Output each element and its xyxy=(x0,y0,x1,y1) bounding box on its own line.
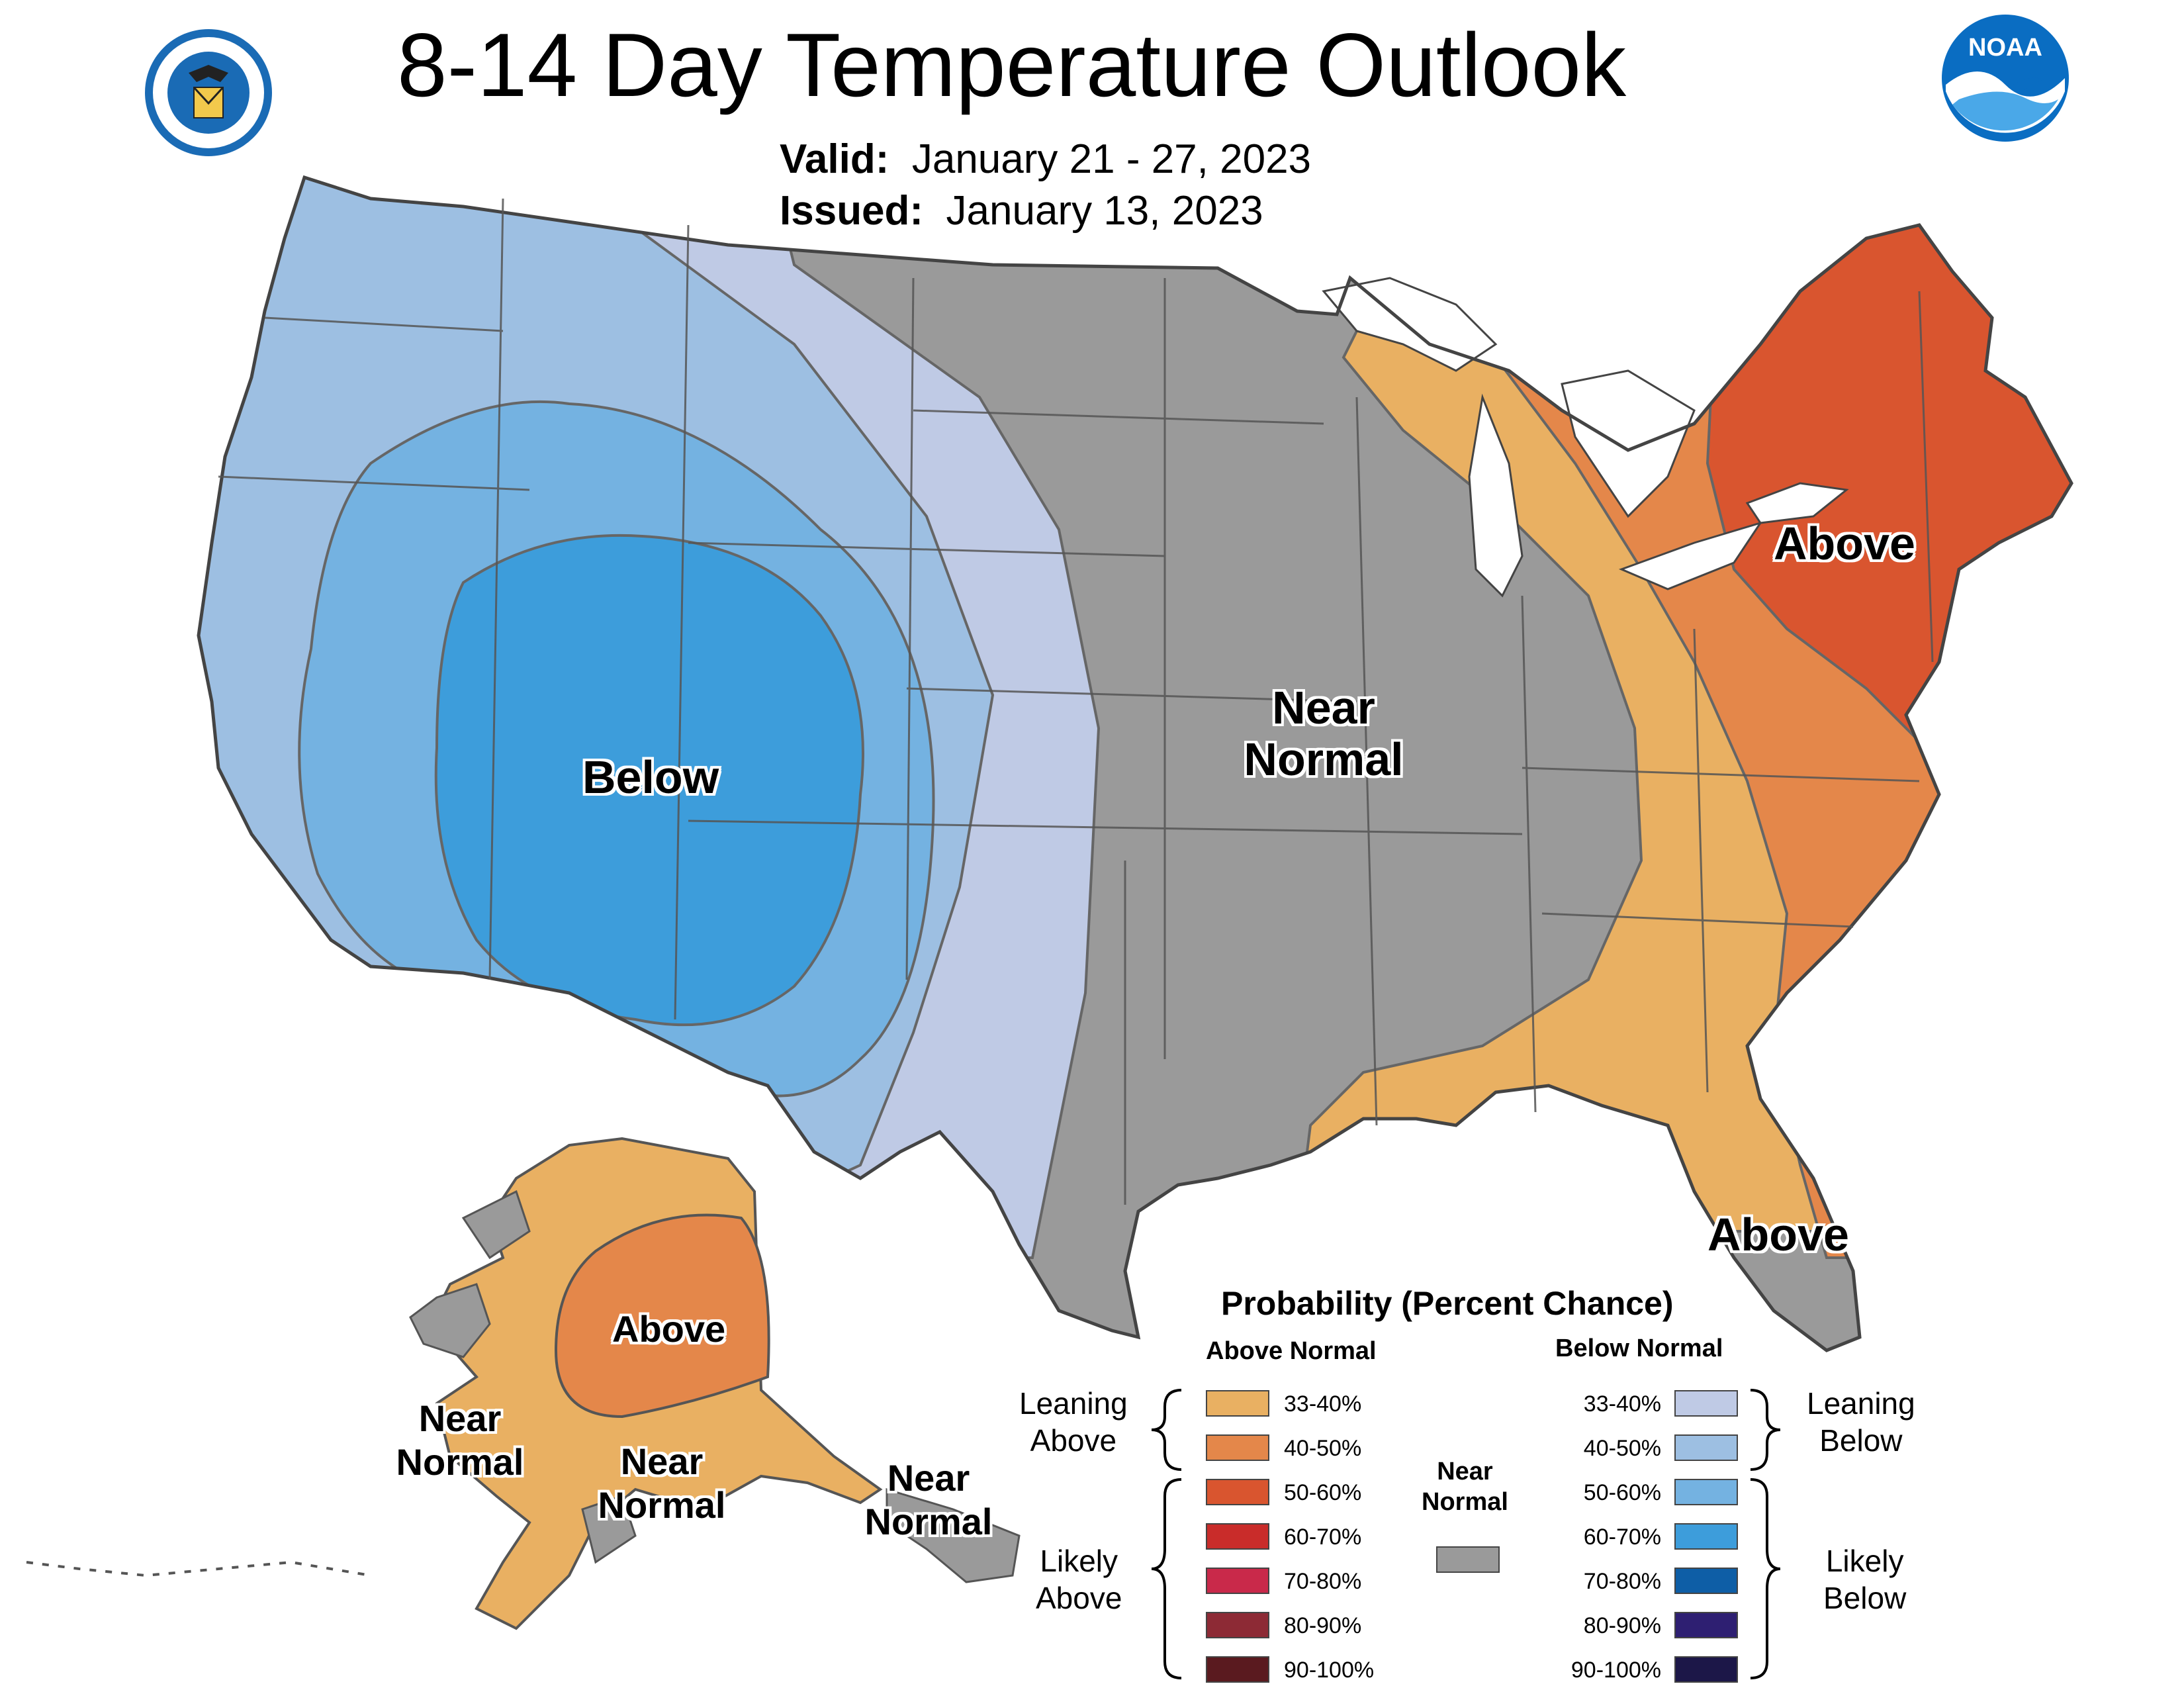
label-alaska-above: Above xyxy=(612,1308,726,1350)
alaska-above-40-50 xyxy=(554,1213,770,1419)
lake-ontario xyxy=(1745,482,1849,524)
label-below: Below xyxy=(582,751,719,803)
valid-label: Valid: xyxy=(780,136,889,182)
label-alaska-near-normal-east: Near Normal xyxy=(859,1456,998,1544)
below-60-70 xyxy=(434,534,864,1027)
label-alaska-near-east-line2: Normal xyxy=(864,1501,993,1542)
legend-leaning-below-line1: Leaning xyxy=(1807,1386,1915,1421)
legend-above-swatch-2 xyxy=(1206,1479,1269,1505)
label-near-normal-line1: Near xyxy=(1272,682,1375,733)
legend-below-label-4: 70-80% xyxy=(1583,1569,1661,1594)
lake-superior xyxy=(1322,277,1498,372)
legend-below-label-2: 50-60% xyxy=(1583,1480,1661,1505)
lake-huron xyxy=(1561,369,1696,518)
legend-below-swatch-4 xyxy=(1674,1568,1738,1594)
legend-above-swatch-3 xyxy=(1206,1523,1269,1550)
legend-below-label-5: 80-90% xyxy=(1583,1613,1661,1638)
legend-leaning-below: Leaning Below xyxy=(1807,1385,1915,1459)
label-alaska-near-west-line2: Normal xyxy=(396,1441,524,1483)
alaska-near-normal-panhandle xyxy=(886,1487,1021,1583)
legend-leaning-above: Leaning Above xyxy=(1019,1385,1128,1459)
legend-below-label-3: 60-70% xyxy=(1583,1524,1661,1550)
alaska-map xyxy=(26,1137,1021,1630)
label-alaska-near-east-line1: Near xyxy=(887,1457,970,1499)
legend-below-label-6: 90-100% xyxy=(1570,1658,1661,1683)
legend-below-swatch-5 xyxy=(1674,1612,1738,1638)
legend-above-swatch-6 xyxy=(1206,1656,1269,1683)
label-alaska-near-south-line2: Normal xyxy=(598,1484,726,1526)
legend-likely-below-line2: Below xyxy=(1823,1581,1907,1615)
issued-date: Issued: January 13, 2023 xyxy=(780,187,1263,236)
label-above-florida: Above xyxy=(1707,1209,1849,1260)
legend-near-line2: Normal xyxy=(1422,1488,1508,1516)
alaska-near-normal-west xyxy=(409,1283,491,1358)
legend-above-swatch-5 xyxy=(1206,1612,1269,1638)
legend-likely-below: Likely Below xyxy=(1823,1542,1906,1617)
legend-leaning-below-line2: Below xyxy=(1819,1423,1903,1458)
legend-near-line1: Near xyxy=(1437,1458,1493,1485)
legend-above-label-2: 50-60% xyxy=(1284,1480,1362,1505)
legend-likely-above: Likely Above xyxy=(1036,1542,1122,1617)
legend-above-label-1: 40-50% xyxy=(1284,1436,1362,1461)
map-title: 8-14 Day Temperature Outlook xyxy=(397,15,1627,115)
lake-michigan xyxy=(1468,393,1524,598)
legend-likely-above-line1: Likely xyxy=(1040,1544,1118,1578)
legend-below-swatch-1 xyxy=(1674,1434,1738,1461)
legend-above-label-4: 70-80% xyxy=(1284,1569,1362,1594)
legend-likely-below-line1: Likely xyxy=(1825,1544,1904,1578)
legend-above-swatch-4 xyxy=(1206,1568,1269,1594)
legend-title: Probability (Percent Chance) xyxy=(1221,1285,1674,1322)
issued-label: Issued: xyxy=(780,188,924,234)
label-alaska-near-normal-south: Near Normal xyxy=(592,1440,731,1527)
legend-above-swatch-1 xyxy=(1206,1434,1269,1461)
label-alaska-near-south-line1: Near xyxy=(620,1440,704,1482)
department-of-commerce-seal xyxy=(145,29,272,156)
legend-below-swatch-6 xyxy=(1674,1656,1738,1683)
legend-above-label-3: 60-70% xyxy=(1284,1524,1362,1550)
legend-below-header: Below Normal xyxy=(1555,1335,1723,1362)
state-boundaries xyxy=(218,198,1934,1205)
valid-value: January 21 - 27, 2023 xyxy=(911,136,1312,182)
label-alaska-near-west-line1: Near xyxy=(418,1397,502,1439)
legend-leaning-above-line1: Leaning xyxy=(1019,1386,1128,1421)
legend-below-swatch-3 xyxy=(1674,1523,1738,1550)
alaska-near-normal-south xyxy=(581,1495,637,1564)
legend-below-swatch-0 xyxy=(1674,1390,1738,1417)
legend-above-label-5: 80-90% xyxy=(1284,1613,1362,1638)
legend-above-label-6: 90-100% xyxy=(1284,1658,1375,1683)
legend-above-label-0: 33-40% xyxy=(1284,1391,1362,1417)
legend-above-header: Above Normal xyxy=(1206,1337,1377,1365)
svg-text:NOAA: NOAA xyxy=(1968,34,2042,62)
label-near-normal-conus: Near Normal xyxy=(1238,682,1410,785)
issued-value: January 13, 2023 xyxy=(946,188,1263,234)
legend-below-label-0: 33-40% xyxy=(1583,1391,1661,1417)
legend-leaning-above-line2: Above xyxy=(1030,1423,1117,1458)
label-above-northeast: Above xyxy=(1774,518,1915,569)
legend-near-normal-swatch xyxy=(1436,1546,1500,1573)
valid-dates: Valid: January 21 - 27, 2023 xyxy=(780,135,1311,184)
legend-likely-above-line2: Above xyxy=(1036,1581,1122,1615)
legend-below-label-1: 40-50% xyxy=(1583,1436,1661,1461)
legend-near-normal-header: Near Normal xyxy=(1422,1456,1508,1517)
legend-below-swatch-2 xyxy=(1674,1479,1738,1505)
lake-erie xyxy=(1618,521,1763,590)
label-near-normal-line2: Normal xyxy=(1244,733,1404,785)
legend-above-swatch-0 xyxy=(1206,1390,1269,1417)
noaa-logo: NOAA xyxy=(1942,15,2069,142)
label-alaska-near-normal-west: Near Normal xyxy=(390,1397,529,1484)
